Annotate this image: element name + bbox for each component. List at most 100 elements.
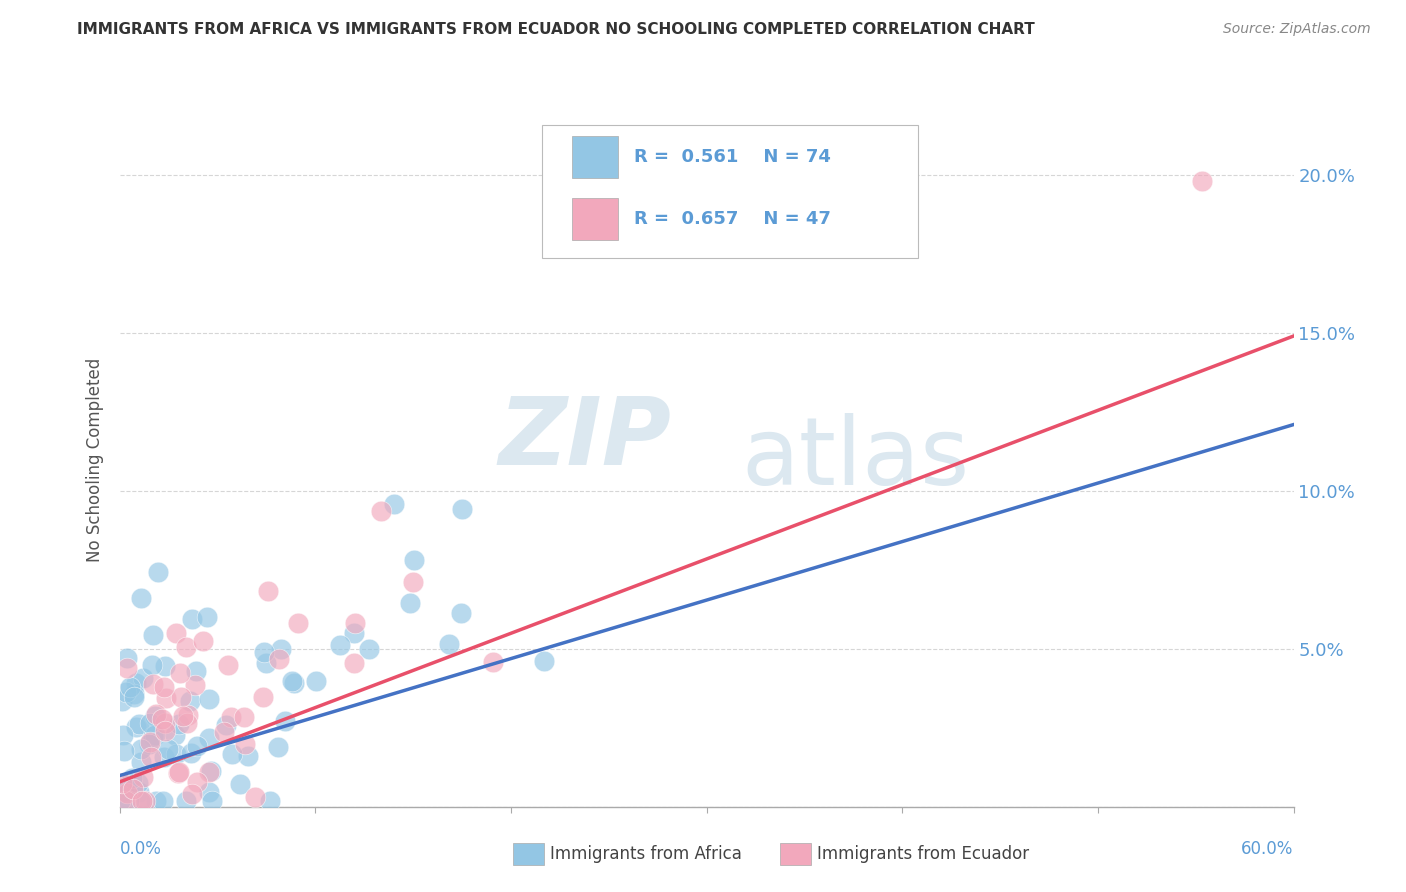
Point (184, 664, 207, 678)
Point (153, 715, 176, 730)
Point (533, 654, 555, 668)
Point (186, 739, 208, 753)
Text: Immigrants from Ecuador: Immigrants from Ecuador (817, 845, 1029, 863)
Text: atlas: atlas (742, 413, 970, 506)
Point (482, 655, 505, 669)
Point (180, 747, 202, 761)
Point (142, 677, 165, 691)
Point (139, 715, 162, 730)
Point (181, 612, 204, 626)
Point (111, 729, 134, 743)
Point (181, 787, 204, 801)
Point (451, 502, 474, 516)
Point (111, 776, 134, 790)
Text: ZIP: ZIP (498, 392, 671, 484)
Point (176, 716, 198, 731)
Point (201, 794, 224, 808)
Point (153, 680, 176, 694)
Point (167, 766, 190, 780)
Point (132, 671, 155, 685)
Point (142, 628, 165, 642)
Point (450, 607, 472, 621)
Text: Immigrants from Africa: Immigrants from Africa (550, 845, 741, 863)
Point (343, 657, 366, 671)
Point (439, 637, 461, 651)
Point (150, 712, 173, 726)
Point (357, 642, 380, 657)
Point (139, 749, 162, 764)
Point (152, 794, 174, 808)
Point (125, 720, 148, 734)
Bar (571, 136, 619, 178)
Text: 60.0%: 60.0% (1241, 840, 1294, 858)
Point (115, 661, 138, 675)
Point (214, 724, 236, 739)
Point (200, 764, 222, 778)
Point (198, 731, 221, 745)
Text: Source: ZipAtlas.com: Source: ZipAtlas.com (1223, 22, 1371, 37)
Point (1191, 174, 1213, 188)
Point (143, 727, 166, 741)
Point (131, 794, 153, 808)
Point (167, 764, 190, 779)
FancyBboxPatch shape (543, 126, 918, 258)
Point (145, 794, 167, 808)
Point (129, 742, 152, 756)
Point (128, 794, 150, 808)
Point (128, 785, 150, 799)
Point (176, 708, 198, 723)
Point (283, 676, 305, 690)
Point (343, 626, 366, 640)
Point (253, 644, 276, 658)
Point (382, 497, 405, 511)
Point (165, 747, 187, 761)
Point (305, 673, 328, 688)
Point (254, 657, 277, 671)
Point (115, 685, 138, 699)
Point (229, 777, 252, 791)
Point (145, 706, 167, 721)
Point (129, 756, 152, 770)
Point (125, 676, 148, 690)
Point (118, 680, 141, 694)
Point (215, 718, 238, 732)
Point (142, 729, 165, 743)
Y-axis label: No Schooling Completed: No Schooling Completed (86, 358, 104, 561)
Point (267, 740, 290, 755)
Point (127, 776, 149, 790)
Point (195, 609, 218, 624)
Point (179, 694, 201, 708)
Point (197, 692, 219, 706)
Point (132, 770, 155, 784)
Point (259, 794, 281, 808)
Point (138, 737, 160, 751)
Point (343, 615, 366, 630)
Point (134, 794, 156, 808)
Point (146, 565, 169, 579)
Point (143, 709, 166, 723)
Point (155, 659, 177, 673)
Point (402, 553, 425, 567)
Point (141, 657, 163, 672)
Text: R =  0.657    N = 47: R = 0.657 N = 47 (634, 211, 831, 228)
Point (329, 639, 352, 653)
Point (274, 714, 297, 728)
Bar (571, 198, 619, 240)
Point (219, 710, 242, 724)
Point (165, 626, 187, 640)
Point (184, 678, 207, 692)
Point (198, 785, 221, 799)
Point (186, 774, 208, 789)
Point (198, 765, 221, 780)
Point (245, 790, 267, 805)
Point (217, 657, 239, 672)
Point (139, 735, 162, 749)
Point (176, 794, 198, 808)
Point (172, 709, 194, 723)
Point (221, 747, 243, 761)
Point (281, 674, 304, 689)
Text: IMMIGRANTS FROM AFRICA VS IMMIGRANTS FROM ECUADOR NO SCHOOLING COMPLETED CORRELA: IMMIGRANTS FROM AFRICA VS IMMIGRANTS FRO… (77, 22, 1035, 37)
Point (155, 690, 177, 705)
Point (129, 591, 152, 605)
Point (122, 688, 145, 702)
